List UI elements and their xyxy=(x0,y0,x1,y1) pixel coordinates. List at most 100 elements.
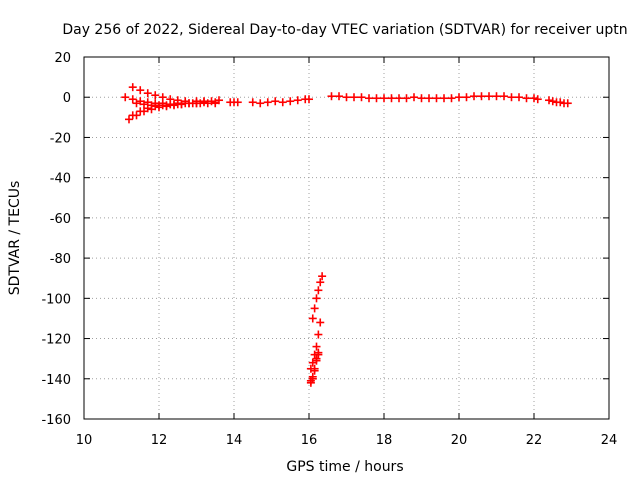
data-point xyxy=(128,83,137,92)
data-point xyxy=(455,93,463,102)
data-point xyxy=(271,97,280,106)
y-tick-label: -80 xyxy=(50,252,71,267)
data-point xyxy=(515,93,523,102)
plot-frame xyxy=(83,56,610,420)
data-point xyxy=(314,330,323,339)
data-point xyxy=(462,93,471,102)
series-arc-long xyxy=(327,92,542,104)
y-tick-label: -60 xyxy=(50,212,71,227)
data-point xyxy=(256,99,265,108)
x-tick-label: 22 xyxy=(526,433,543,448)
y-tick-label: -20 xyxy=(50,131,71,146)
data-point xyxy=(477,92,486,101)
data-point xyxy=(143,89,152,98)
data-point xyxy=(151,91,160,100)
data-point xyxy=(170,100,178,109)
data-point xyxy=(316,318,325,327)
data-point xyxy=(286,97,295,106)
data-point xyxy=(166,95,175,104)
data-point xyxy=(395,94,403,103)
x-tick-label: 18 xyxy=(376,433,393,448)
data-point xyxy=(125,115,133,124)
data-point xyxy=(215,96,223,105)
data-point xyxy=(278,98,287,107)
series-arc-high xyxy=(128,83,190,106)
data-point xyxy=(147,101,156,110)
data-point xyxy=(380,94,388,103)
data-point xyxy=(136,86,145,95)
x-tick-label: 12 xyxy=(151,433,168,448)
data-point xyxy=(335,92,343,101)
data-point xyxy=(162,101,171,110)
data-point xyxy=(387,94,396,103)
data-point xyxy=(545,96,553,105)
x-tick-label: 16 xyxy=(301,433,318,448)
data-point xyxy=(522,94,531,103)
data-point xyxy=(365,94,373,103)
data-point xyxy=(485,92,493,101)
x-tick-label: 10 xyxy=(76,433,93,448)
data-point xyxy=(530,94,538,103)
chart-title: Day 256 of 2022, Sidereal Day-to-day VTE… xyxy=(62,22,627,38)
data-point xyxy=(318,272,327,281)
data-point xyxy=(440,94,448,103)
data-point xyxy=(357,93,366,102)
data-point xyxy=(158,93,167,102)
data-point xyxy=(312,294,321,303)
data-point xyxy=(263,98,272,107)
data-points xyxy=(121,83,572,387)
data-point xyxy=(155,101,163,110)
data-point xyxy=(132,99,141,108)
data-point xyxy=(425,94,433,103)
data-point xyxy=(121,93,130,102)
x-tick-label: 14 xyxy=(226,433,243,448)
data-point xyxy=(402,94,411,103)
data-point xyxy=(128,95,137,104)
data-point xyxy=(500,92,508,101)
y-tick-label: 0 xyxy=(63,91,71,106)
data-point xyxy=(410,93,418,102)
data-point xyxy=(470,92,478,101)
data-point xyxy=(308,372,317,381)
data-point xyxy=(312,354,321,363)
data-point xyxy=(314,286,323,295)
data-point xyxy=(417,94,426,103)
series-arc-15h xyxy=(248,95,313,108)
data-point xyxy=(185,99,193,108)
series-arc-13h xyxy=(192,96,242,107)
series-arc-drop-upper xyxy=(308,272,327,323)
y-tick-label: -160 xyxy=(41,413,71,428)
grid xyxy=(84,57,609,419)
x-axis-label: GPS time / hours xyxy=(286,459,403,475)
data-point xyxy=(548,97,557,106)
data-point xyxy=(310,364,319,373)
data-point xyxy=(327,92,336,101)
y-tick-label: 20 xyxy=(54,51,71,66)
data-point xyxy=(177,100,186,109)
data-point xyxy=(372,94,381,103)
series-arc-flat xyxy=(132,99,201,110)
x-tick-label: 24 xyxy=(601,433,618,448)
data-point xyxy=(248,98,257,107)
y-tick-label: -100 xyxy=(41,292,71,307)
data-point xyxy=(306,376,315,385)
data-point xyxy=(432,94,441,103)
data-point xyxy=(192,97,201,106)
tick-labels: 10 12 14 16 18 20 22 24 20 0 -20 -40 -60 -80 -100 -120 -… xyxy=(41,51,617,448)
data-point xyxy=(173,96,182,105)
data-point xyxy=(314,348,323,357)
data-point xyxy=(312,342,321,351)
y-axis-label: SDTVAR / TECUs xyxy=(7,181,23,296)
y-tick-label: -140 xyxy=(41,373,71,388)
data-point xyxy=(207,97,216,106)
data-point xyxy=(140,100,148,109)
data-point xyxy=(533,95,542,104)
data-point xyxy=(350,93,358,102)
y-tick-label: -40 xyxy=(50,172,71,187)
data-point xyxy=(342,93,351,102)
axis-ticks xyxy=(83,56,610,420)
series-arc-drop-lowest xyxy=(306,348,323,385)
data-point xyxy=(136,107,145,116)
data-point xyxy=(563,99,572,108)
